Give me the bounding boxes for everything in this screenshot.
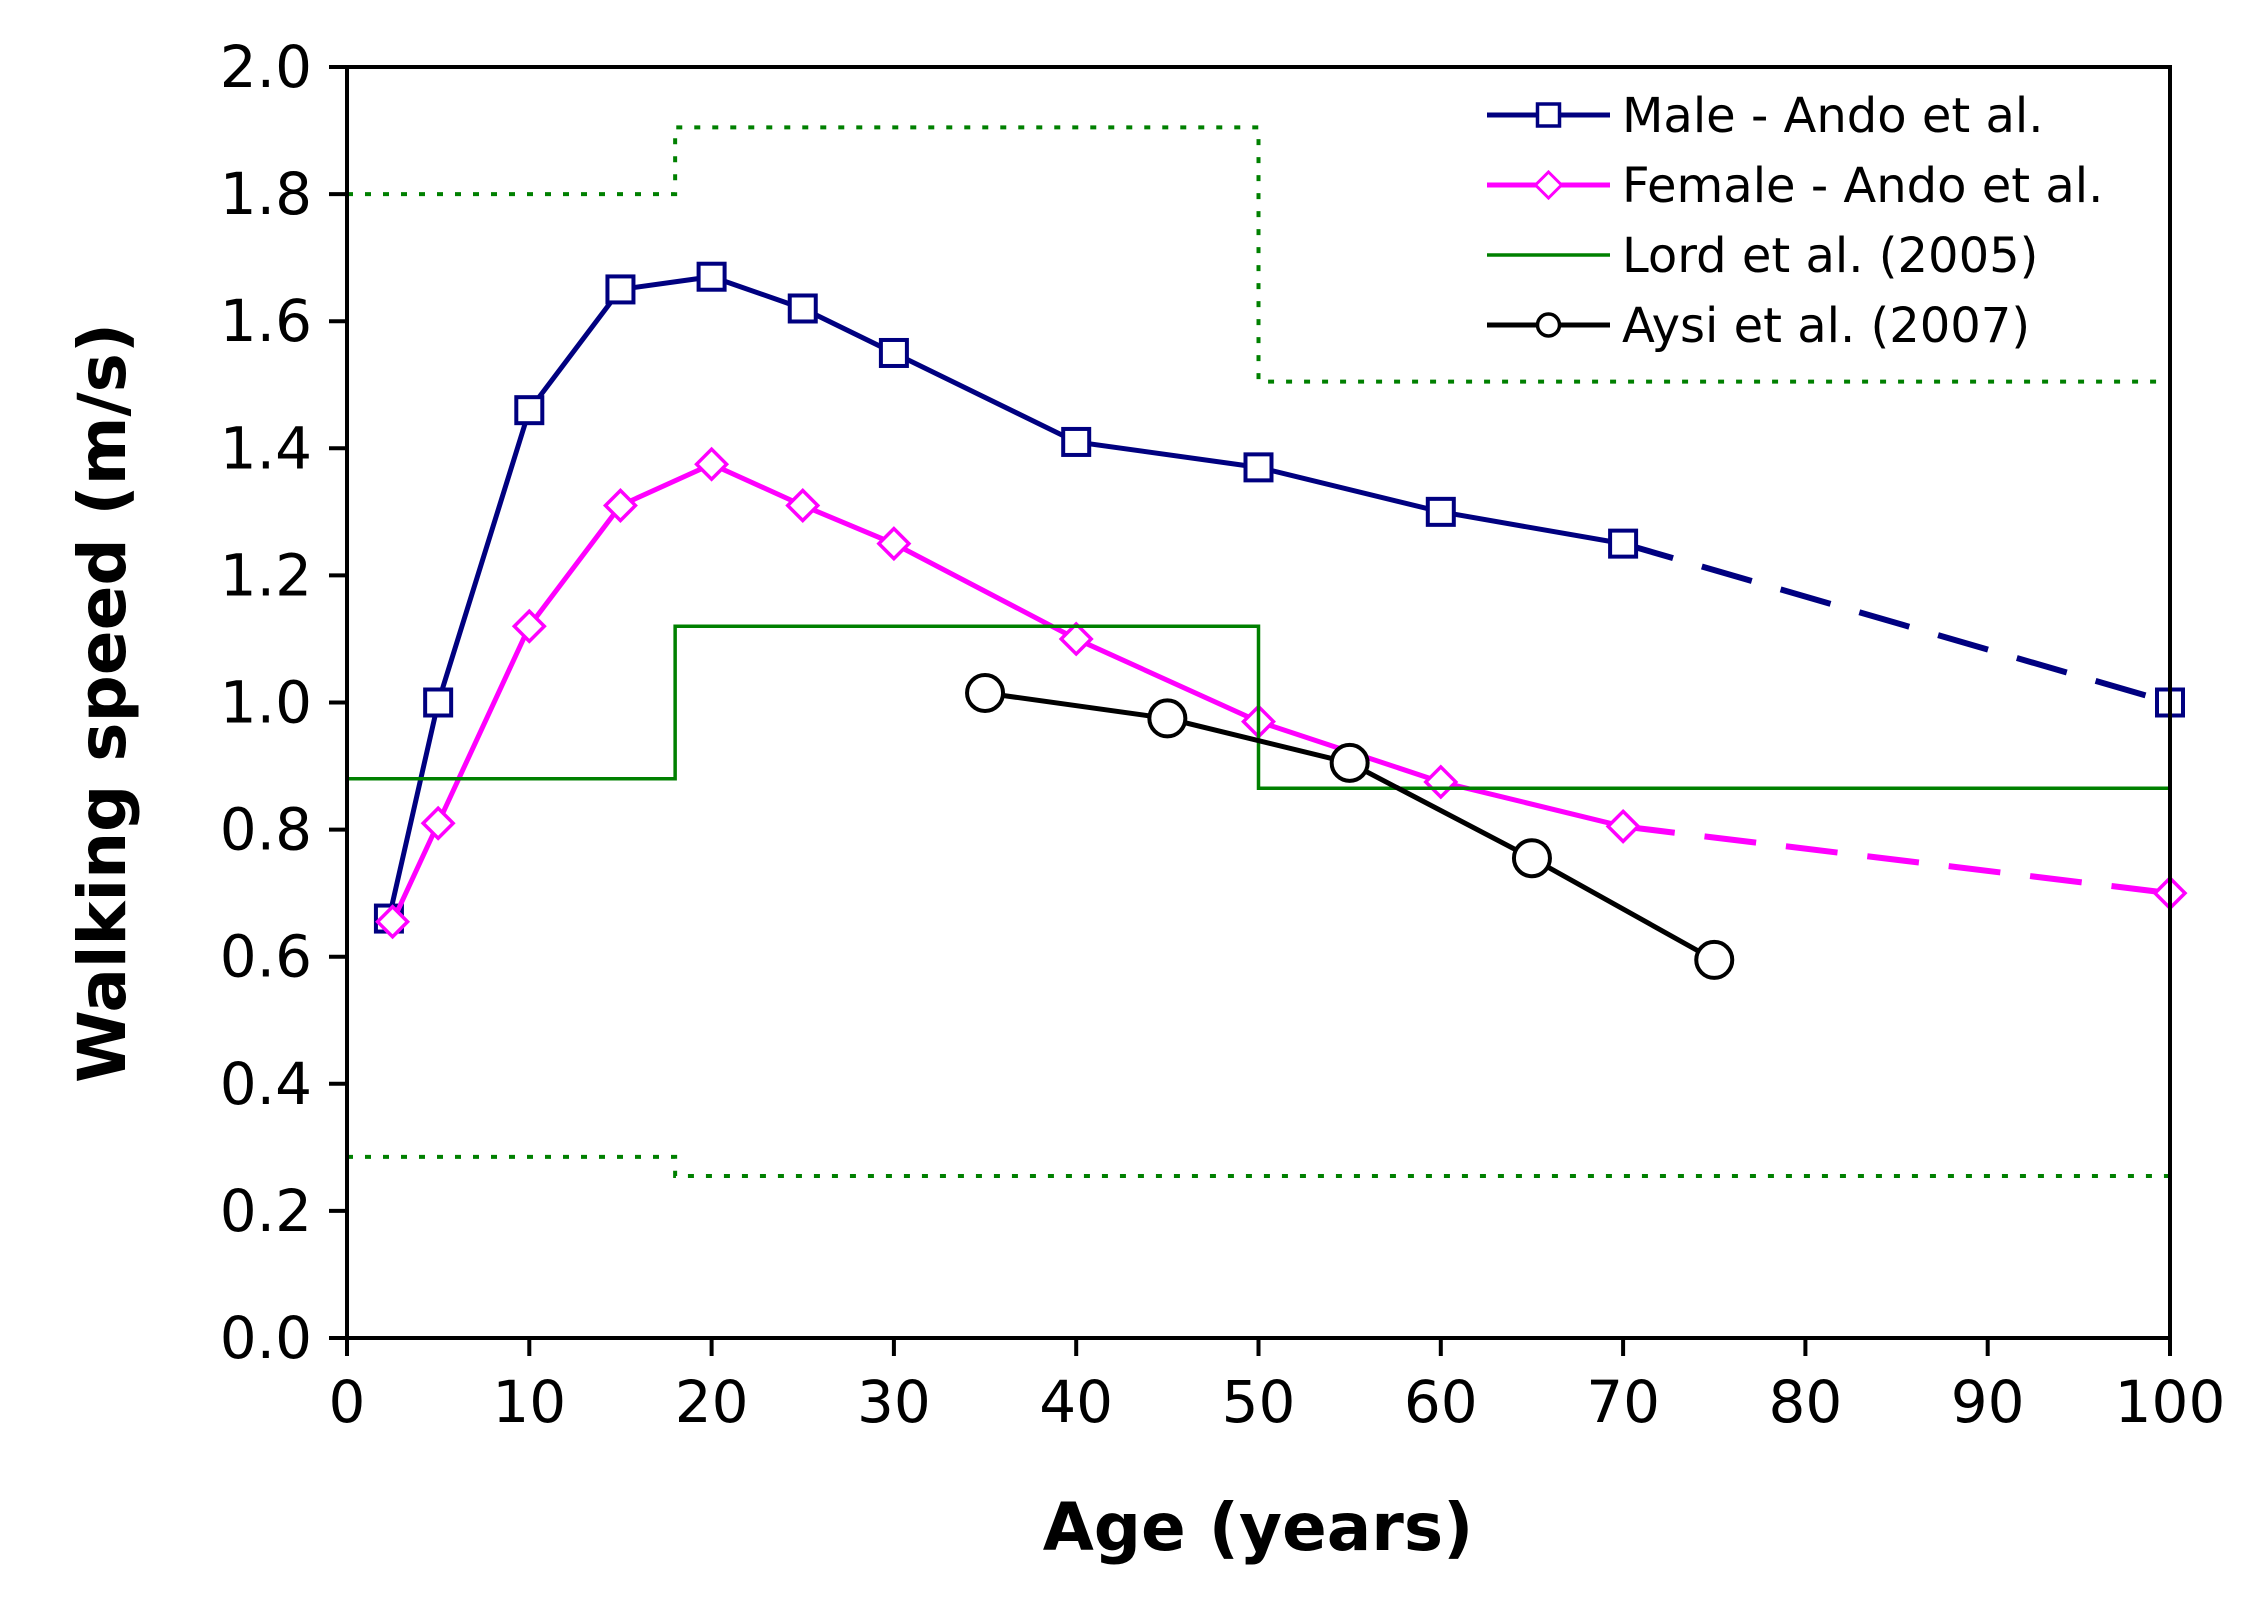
female-ando-et-al-point xyxy=(876,526,912,562)
plot-series xyxy=(347,125,2188,1178)
y-tick-label: 0.0 xyxy=(220,1304,312,1372)
female-ando-et-al-solid-line xyxy=(390,461,1624,923)
male-ando-et-al-point xyxy=(1608,528,1639,559)
legend-label: Male - Ando et al. xyxy=(1622,88,2044,144)
x-tick-label: 30 xyxy=(857,1368,931,1436)
male-ando-et-al-point xyxy=(423,687,454,718)
aysi-et-al-2007-point xyxy=(965,672,1006,713)
x-tick-label: 20 xyxy=(675,1368,749,1436)
x-tick-label: 10 xyxy=(492,1368,566,1436)
y-tick-label: 1.4 xyxy=(220,414,312,482)
legend-label: Lord et al. (2005) xyxy=(1622,228,2038,284)
y-tick-label: 0.4 xyxy=(220,1050,312,1118)
male-ando-et-al-point xyxy=(514,395,545,426)
female-ando-et-al-dashed-line xyxy=(1622,823,2171,897)
series-male-ando-et-al xyxy=(373,261,2185,934)
legend: Male - Ando et al. Female - Ando et al. Lo… xyxy=(1487,88,2103,354)
male-ando-et-al-point xyxy=(1061,426,1092,457)
male-ando-et-al-point xyxy=(605,274,636,305)
legend-swatch-marker xyxy=(1533,169,1564,201)
x-tick-label: 90 xyxy=(1951,1368,2025,1436)
aysi-et-al-2007-point xyxy=(1147,698,1188,739)
male-ando-et-al-point xyxy=(878,337,909,368)
male-ando-et-al-dashed-line xyxy=(1622,540,2171,706)
female-ando-et-al-point xyxy=(375,904,411,940)
male-ando-et-al-point xyxy=(1243,452,1274,483)
y-tick-label: 1.0 xyxy=(220,669,312,737)
x-tick-label: 60 xyxy=(1404,1368,1478,1436)
legend-item-aysi-et-al-2007: Aysi et al. (2007) xyxy=(1487,298,2030,354)
x-axis-title: Age (years) xyxy=(1043,1489,1474,1566)
y-tick-label: 0.2 xyxy=(220,1177,312,1245)
series-female-ando-et-al xyxy=(375,446,2188,940)
y-tick-label: 0.6 xyxy=(220,923,312,991)
male-ando-et-al-point xyxy=(1425,496,1456,527)
female-ando-et-al-point xyxy=(1058,621,1094,657)
female-ando-et-al-point xyxy=(602,488,638,523)
female-ando-et-al-point xyxy=(1423,764,1459,800)
y-tick-label: 1.6 xyxy=(220,287,312,355)
female-ando-et-al-point xyxy=(785,488,821,523)
legend-label: Aysi et al. (2007) xyxy=(1622,298,2030,354)
axis-ticks: 0 10 20 30 40 50 60 70 80 90 100 0.0 0.2 0.4 0.6 0.8 1.0… xyxy=(220,33,2226,1436)
y-tick-label: 1.2 xyxy=(220,541,312,609)
aysi-et-al-2007-line xyxy=(984,690,1716,963)
legend-swatch-marker xyxy=(1535,312,1562,338)
y-tick-label: 2.0 xyxy=(220,33,312,101)
y-tick-label: 1.8 xyxy=(220,160,312,228)
lord-upper-bound-line xyxy=(347,125,2170,384)
legend-label: Female - Ando et al. xyxy=(1622,158,2103,214)
female-ando-et-al-point xyxy=(694,446,730,482)
legend-item-female-ando-et-al: Female - Ando et al. xyxy=(1487,158,2103,214)
aysi-et-al-2007-point xyxy=(1329,742,1370,783)
male-ando-et-al-point xyxy=(787,293,818,324)
legend-item-lord-et-al-2005: Lord et al. (2005) xyxy=(1487,228,2038,284)
x-tick-label: 70 xyxy=(1586,1368,1660,1436)
female-ando-et-al-point xyxy=(511,608,547,644)
legend-swatch-marker xyxy=(1535,102,1562,128)
x-tick-label: 0 xyxy=(329,1368,366,1436)
aysi-et-al-2007-point xyxy=(1511,838,1552,879)
x-tick-label: 100 xyxy=(2115,1368,2226,1436)
lord-lower-bound-line xyxy=(347,1154,2170,1178)
y-tick-label: 0.8 xyxy=(220,796,312,864)
x-tick-label: 50 xyxy=(1222,1368,1296,1436)
x-tick-label: 80 xyxy=(1768,1368,1842,1436)
aysi-et-al-2007-point xyxy=(1694,939,1735,980)
female-ando-et-al-point xyxy=(1605,808,1641,844)
x-tick-label: 40 xyxy=(1039,1368,1113,1436)
series-lord-et-al-2005 xyxy=(347,125,2170,1178)
male-ando-et-al-solid-line xyxy=(386,274,1624,920)
y-axis-title: Walking speed (m/s) xyxy=(64,323,141,1083)
lord-mean-line xyxy=(347,624,2170,791)
female-ando-et-al-point xyxy=(420,805,456,841)
male-ando-et-al-point xyxy=(696,261,727,292)
legend-item-male-ando-et-al: Male - Ando et al. xyxy=(1487,88,2044,144)
series-aysi-et-al-2007 xyxy=(965,672,1735,980)
